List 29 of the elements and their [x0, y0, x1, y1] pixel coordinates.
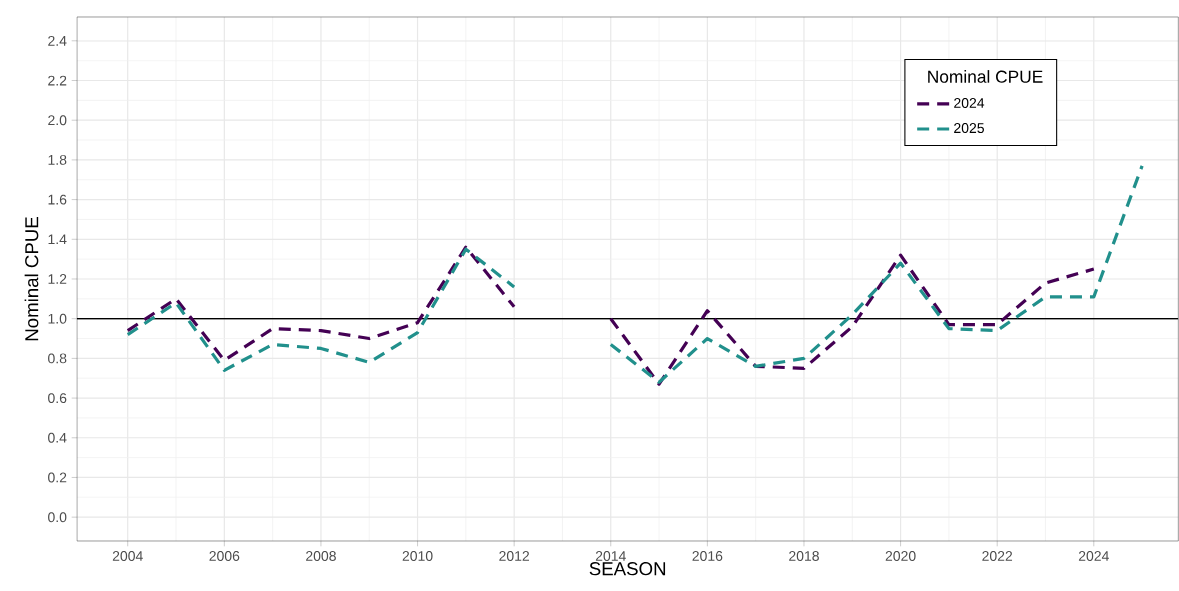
legend-label: 2025 — [954, 123, 984, 134]
x-tick-label: 2014 — [595, 551, 626, 561]
x-tick-label: 2008 — [306, 551, 336, 561]
y-tick-label: 0.0 — [48, 512, 67, 523]
x-tick-label: 2010 — [402, 551, 433, 561]
legend-label: 2024 — [954, 98, 985, 108]
y-axis-title: Nominal CPUE — [24, 217, 39, 341]
x-tick-label: 2024 — [1078, 551, 1109, 561]
x-tick-label: 2006 — [209, 551, 240, 561]
y-tick-label: 2.0 — [48, 115, 67, 126]
y-tick-label: 1.4 — [48, 234, 67, 245]
y-tick-label: 0.8 — [48, 353, 67, 364]
legend-title: Nominal CPUE — [928, 70, 1043, 83]
x-tick-label: 2020 — [885, 551, 916, 561]
y-tick-label: 1.0 — [48, 313, 67, 324]
y-tick-label: 2.2 — [48, 75, 67, 86]
y-tick-label: 1.6 — [48, 194, 67, 205]
x-tick-label: 2022 — [982, 551, 1013, 561]
x-tick-label: 2004 — [112, 551, 143, 561]
y-tick-label: 1.8 — [48, 154, 67, 165]
y-tick-label: 1.2 — [48, 274, 67, 284]
x-tick-label: 2012 — [499, 551, 529, 561]
x-tick-label: 2018 — [789, 551, 819, 561]
y-tick-label: 0.4 — [48, 432, 67, 443]
x-tick-label: 2016 — [692, 551, 723, 561]
y-tick-label: 2.4 — [48, 35, 67, 46]
y-tick-label: 0.6 — [48, 393, 67, 404]
y-tick-label: 0.2 — [48, 472, 67, 483]
x-axis-title: SEASON — [589, 562, 666, 576]
